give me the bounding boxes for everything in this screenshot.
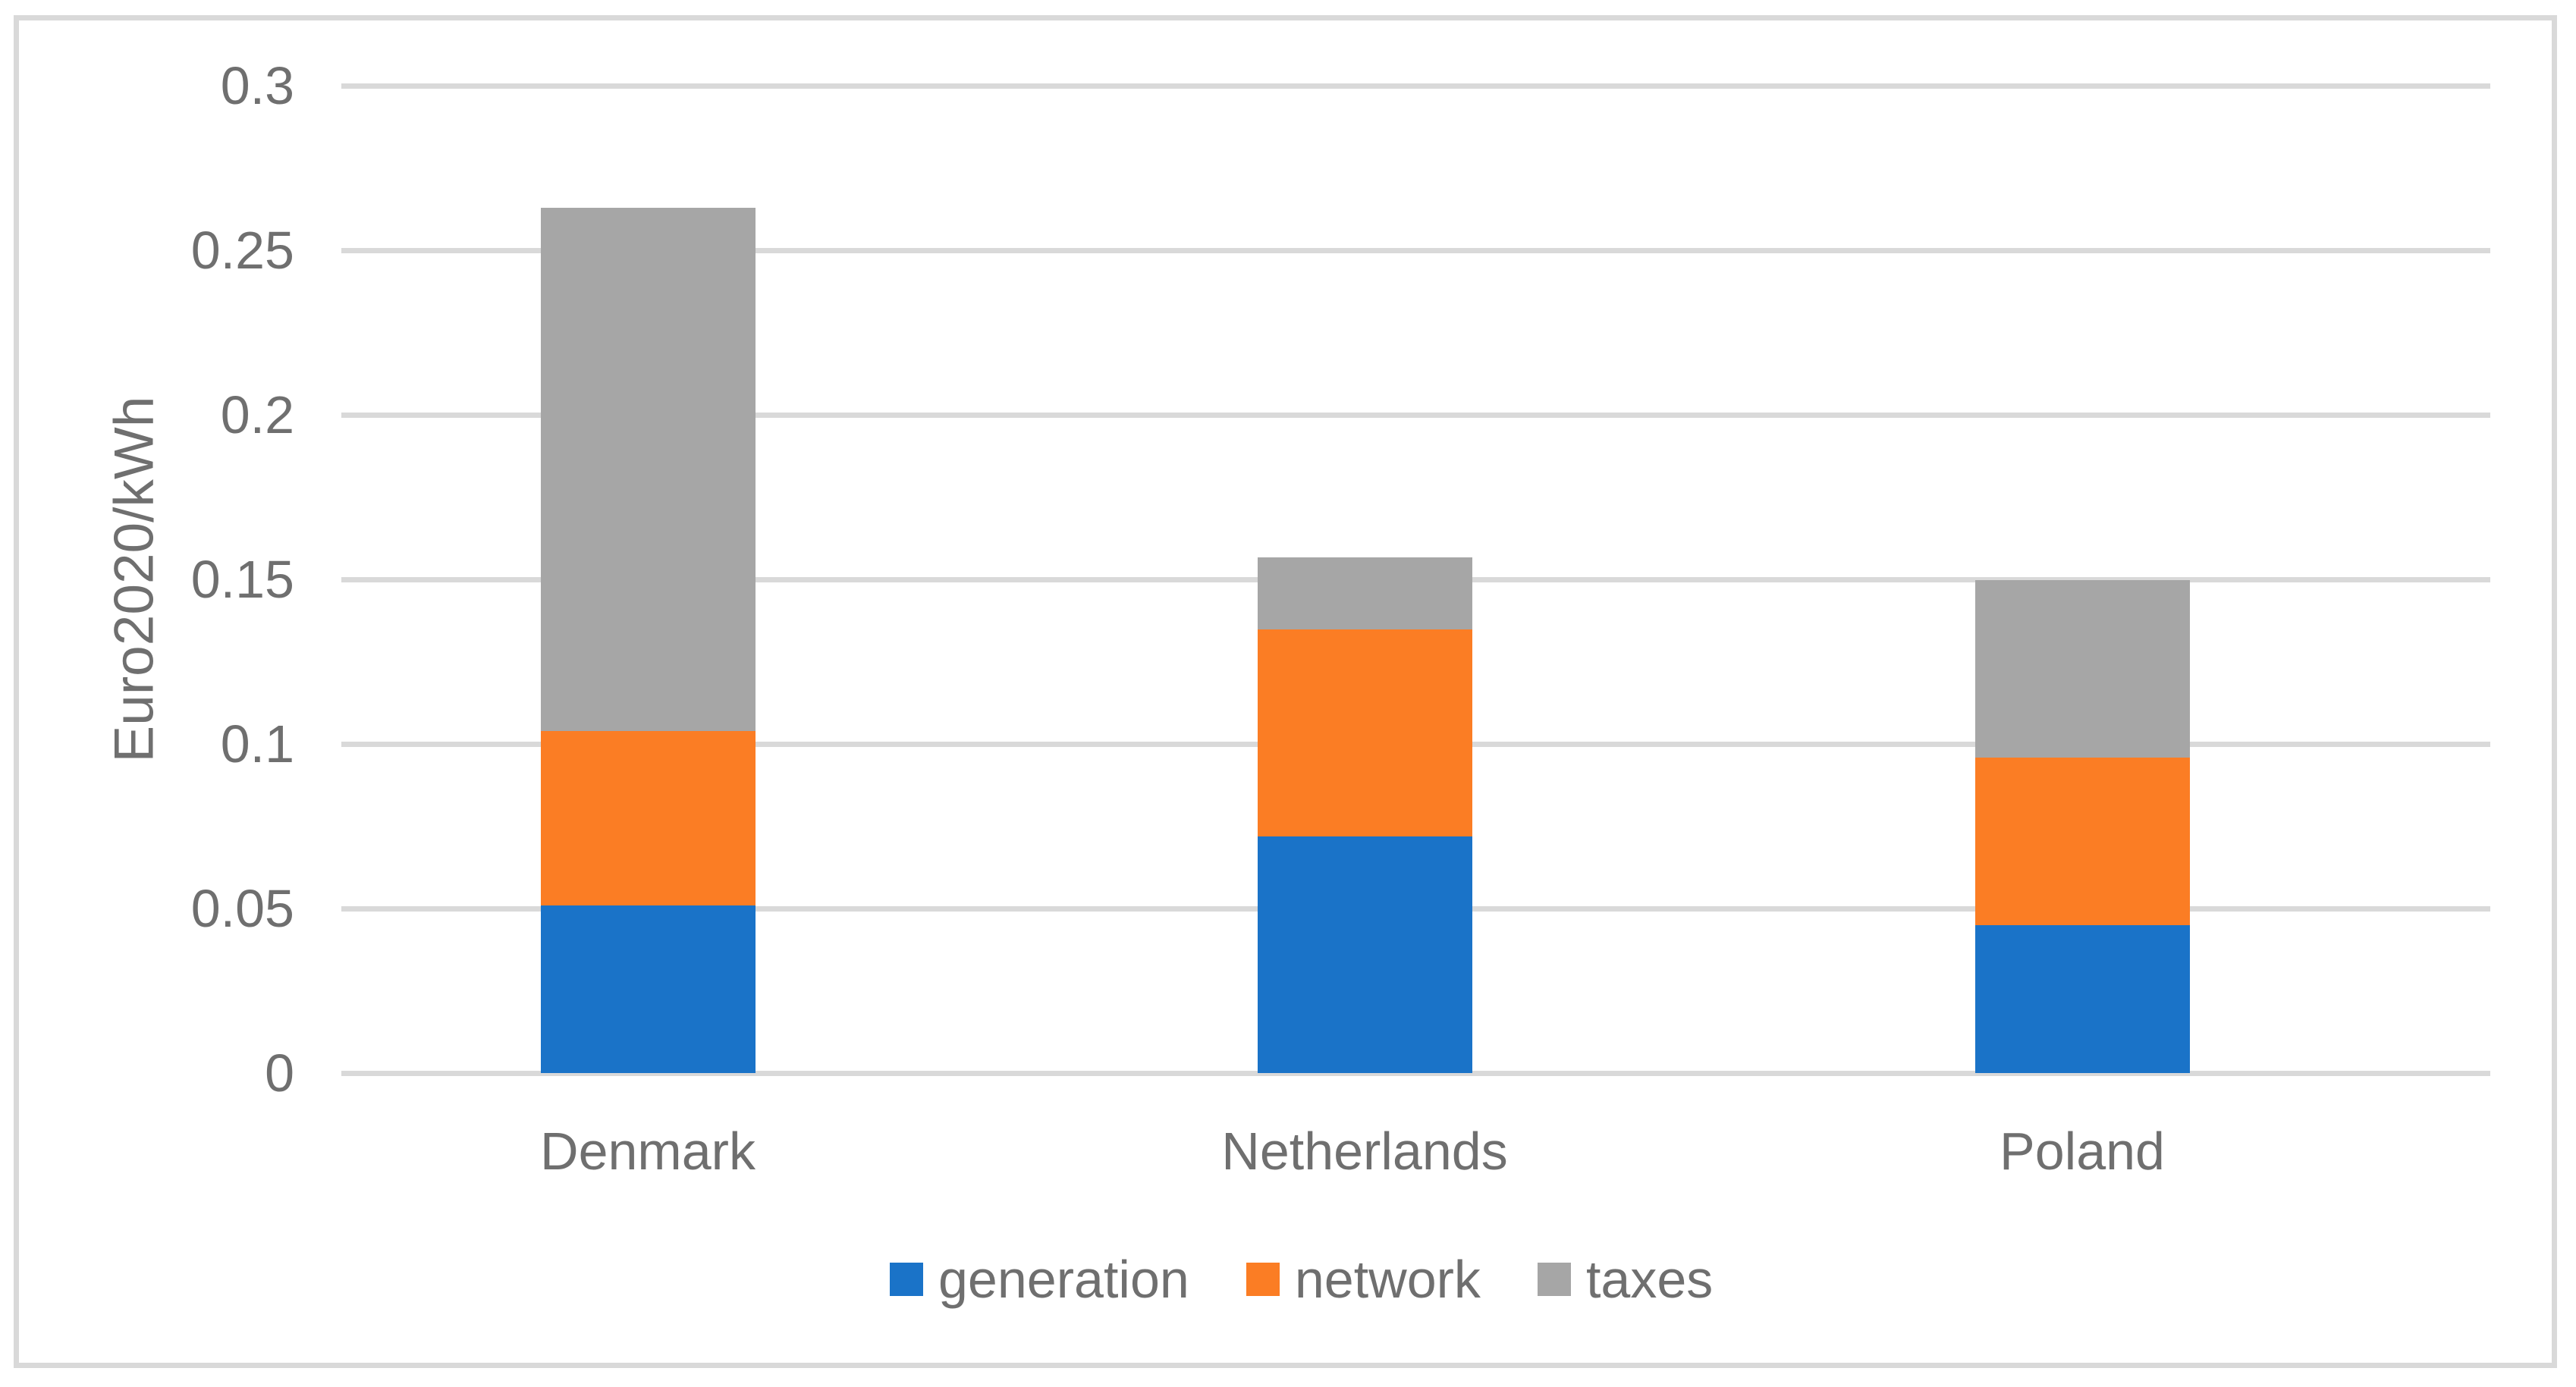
x-category-label: Netherlands — [1221, 1122, 1508, 1181]
y-tick-label: 0.25 — [190, 221, 294, 280]
legend-swatch-icon-taxes — [1537, 1263, 1571, 1296]
figure-border — [14, 15, 2557, 1368]
bar-segment-network-denmark — [541, 731, 756, 905]
legend-item-generation: generation — [890, 1253, 1189, 1306]
y-tick-label: 0.1 — [220, 714, 294, 774]
bar-segment-taxes-poland — [1975, 580, 2190, 758]
legend-item-taxes: taxes — [1537, 1250, 1714, 1309]
gridline — [341, 248, 2490, 253]
legend-label-taxes: taxes — [1585, 1250, 1714, 1309]
x-category-label: Poland — [2000, 1122, 2165, 1181]
gridline — [341, 1071, 2490, 1076]
x-category-label: Denmark — [540, 1122, 756, 1181]
y-tick-label: 0.15 — [190, 550, 294, 609]
gridline — [341, 413, 2490, 418]
y-tick-label: 0 — [265, 1043, 294, 1103]
legend-label-generation: generation — [938, 1250, 1189, 1309]
y-tick-label: 0.3 — [220, 56, 294, 115]
bar-segment-generation-poland — [1975, 925, 2190, 1073]
legend-label-network: network — [1294, 1250, 1481, 1309]
y-axis-title: Euro2020/kWh — [103, 396, 165, 763]
bar-segment-taxes-denmark — [541, 208, 756, 731]
bar-segment-generation-denmark — [541, 905, 756, 1073]
gridline — [341, 83, 2490, 89]
legend-item-network: network — [1246, 1253, 1481, 1306]
y-tick-label: 0.05 — [190, 879, 294, 938]
bar-segment-network-poland — [1975, 758, 2190, 925]
y-tick-label: 0.2 — [220, 385, 294, 444]
legend-swatch-icon-generation — [890, 1263, 923, 1296]
bar-segment-taxes-netherlands — [1258, 557, 1472, 629]
bar-segment-generation-netherlands — [1258, 836, 1472, 1073]
bar-segment-network-netherlands — [1258, 629, 1472, 836]
legend: generation network taxes — [890, 1253, 1713, 1306]
legend-swatch-icon-network — [1246, 1263, 1280, 1296]
